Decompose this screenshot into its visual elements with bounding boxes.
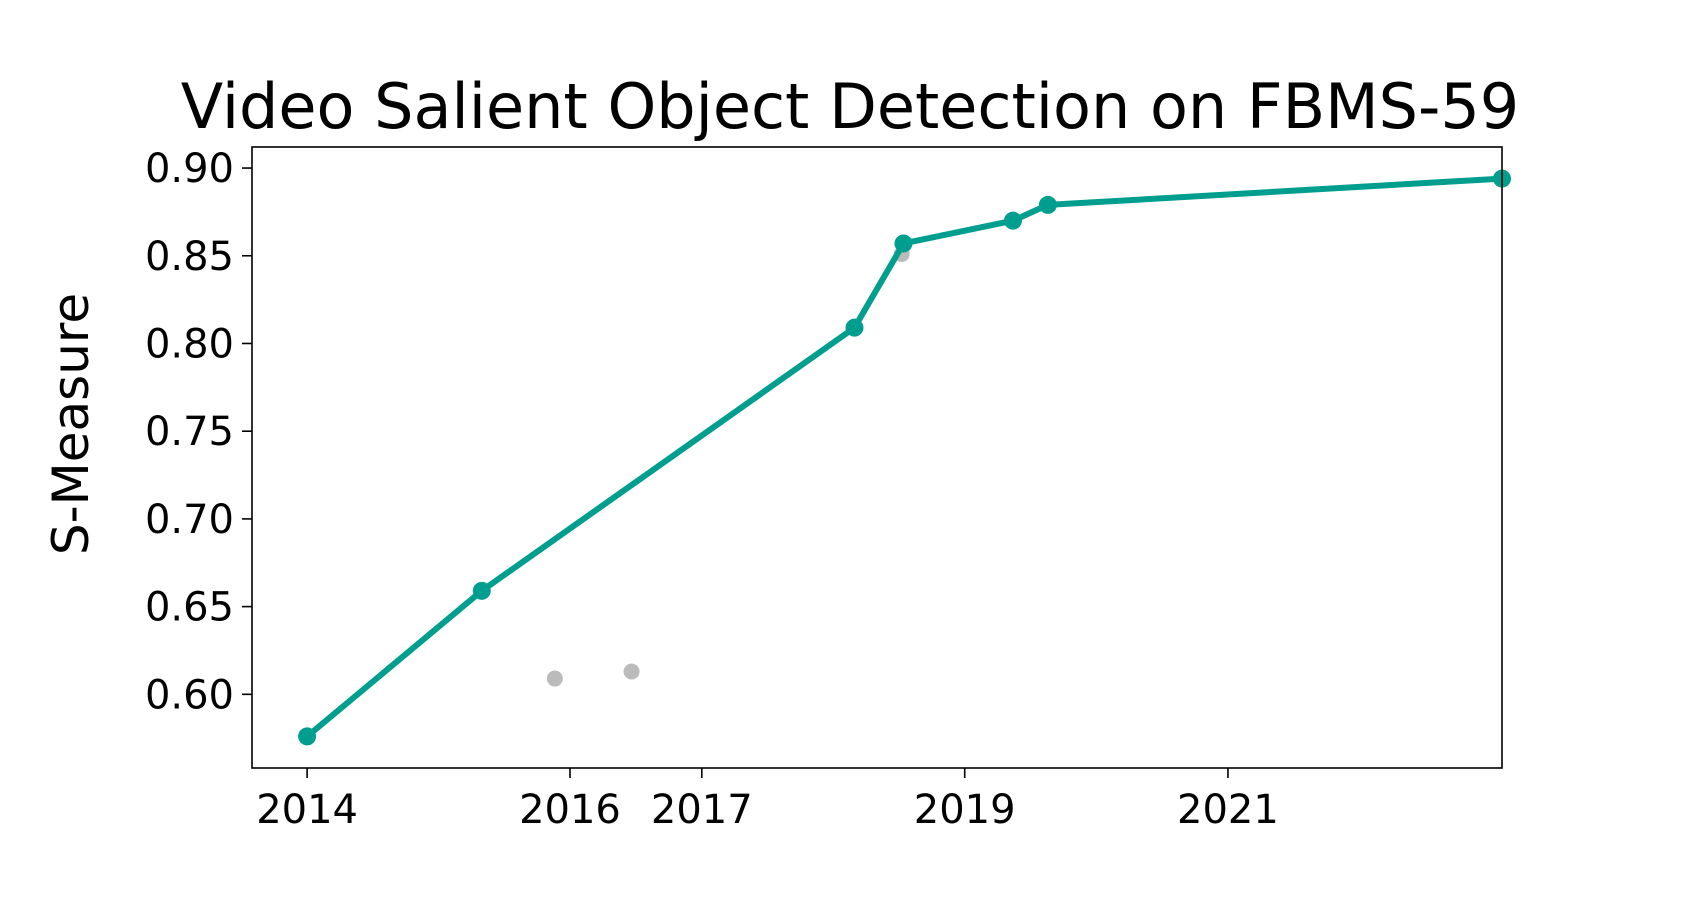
y-tick-label: 0.60	[145, 672, 234, 718]
x-tick-label: 2014	[256, 787, 358, 833]
series-point	[894, 234, 913, 253]
plot-frame	[251, 146, 1503, 769]
series-point	[845, 318, 864, 337]
other-method-point	[546, 670, 563, 687]
y-axis-ticks: 0.60 0.65 0.70 0.75 0.80 0.85 0.90	[145, 146, 252, 718]
x-axis-ticks: 2014 2016 2017 2019 2021	[256, 768, 1279, 833]
y-tick-label: 0.80	[145, 321, 234, 367]
series-layer	[298, 169, 1511, 746]
series-point	[1038, 195, 1057, 214]
series-line	[304, 175, 1505, 740]
x-tick-label: 2021	[1177, 787, 1279, 833]
chart-title: Video Salient Object Detection on FBMS-5…	[181, 70, 1519, 143]
y-tick-label: 0.70	[145, 497, 234, 543]
y-axis-title: S-Measure	[42, 293, 100, 555]
series-point	[298, 727, 317, 746]
x-tick-label: 2016	[519, 787, 621, 833]
other-method-point	[623, 663, 640, 680]
y-tick-label: 0.75	[145, 409, 234, 455]
x-tick-label: 2019	[914, 787, 1016, 833]
y-tick-label: 0.85	[145, 234, 234, 280]
x-tick-label: 2017	[651, 787, 753, 833]
series-point	[1003, 211, 1022, 230]
series-point	[472, 581, 491, 600]
y-tick-label: 0.90	[145, 146, 234, 192]
y-tick-label: 0.65	[145, 585, 234, 631]
